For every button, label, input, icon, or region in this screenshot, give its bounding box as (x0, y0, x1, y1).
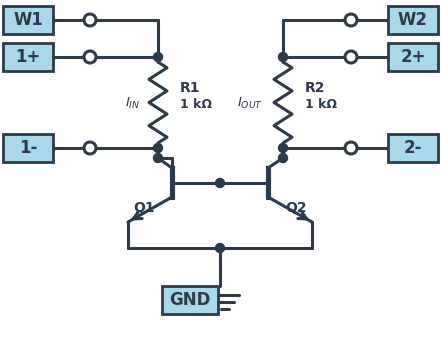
FancyBboxPatch shape (388, 6, 438, 34)
Text: $I_{OUT}$: $I_{OUT}$ (237, 95, 263, 110)
Circle shape (84, 51, 96, 63)
Circle shape (345, 142, 357, 154)
Text: Q1: Q1 (133, 201, 155, 215)
Text: 1 kΩ: 1 kΩ (305, 99, 337, 112)
Circle shape (345, 51, 357, 63)
Circle shape (216, 243, 224, 252)
FancyBboxPatch shape (388, 43, 438, 71)
Circle shape (84, 14, 96, 26)
Text: W2: W2 (398, 11, 428, 29)
FancyBboxPatch shape (3, 43, 53, 71)
Circle shape (153, 144, 162, 152)
Circle shape (345, 14, 357, 26)
FancyBboxPatch shape (388, 134, 438, 162)
FancyBboxPatch shape (3, 134, 53, 162)
Text: GND: GND (169, 291, 211, 309)
Circle shape (216, 178, 224, 188)
Text: W1: W1 (13, 11, 43, 29)
Circle shape (279, 53, 288, 61)
Text: $I_{IN}$: $I_{IN}$ (125, 95, 140, 110)
FancyBboxPatch shape (3, 6, 53, 34)
Text: 2-: 2- (404, 139, 422, 157)
Text: Q2: Q2 (285, 201, 307, 215)
Text: 1+: 1+ (15, 48, 41, 66)
Text: 1 kΩ: 1 kΩ (180, 99, 212, 112)
Text: R1: R1 (180, 81, 201, 95)
Circle shape (279, 144, 288, 152)
Text: R2: R2 (305, 81, 325, 95)
FancyBboxPatch shape (162, 286, 218, 314)
Circle shape (279, 153, 288, 163)
Text: 1-: 1- (19, 139, 37, 157)
Circle shape (84, 142, 96, 154)
Circle shape (153, 53, 162, 61)
Circle shape (153, 153, 162, 163)
Text: 2+: 2+ (400, 48, 426, 66)
